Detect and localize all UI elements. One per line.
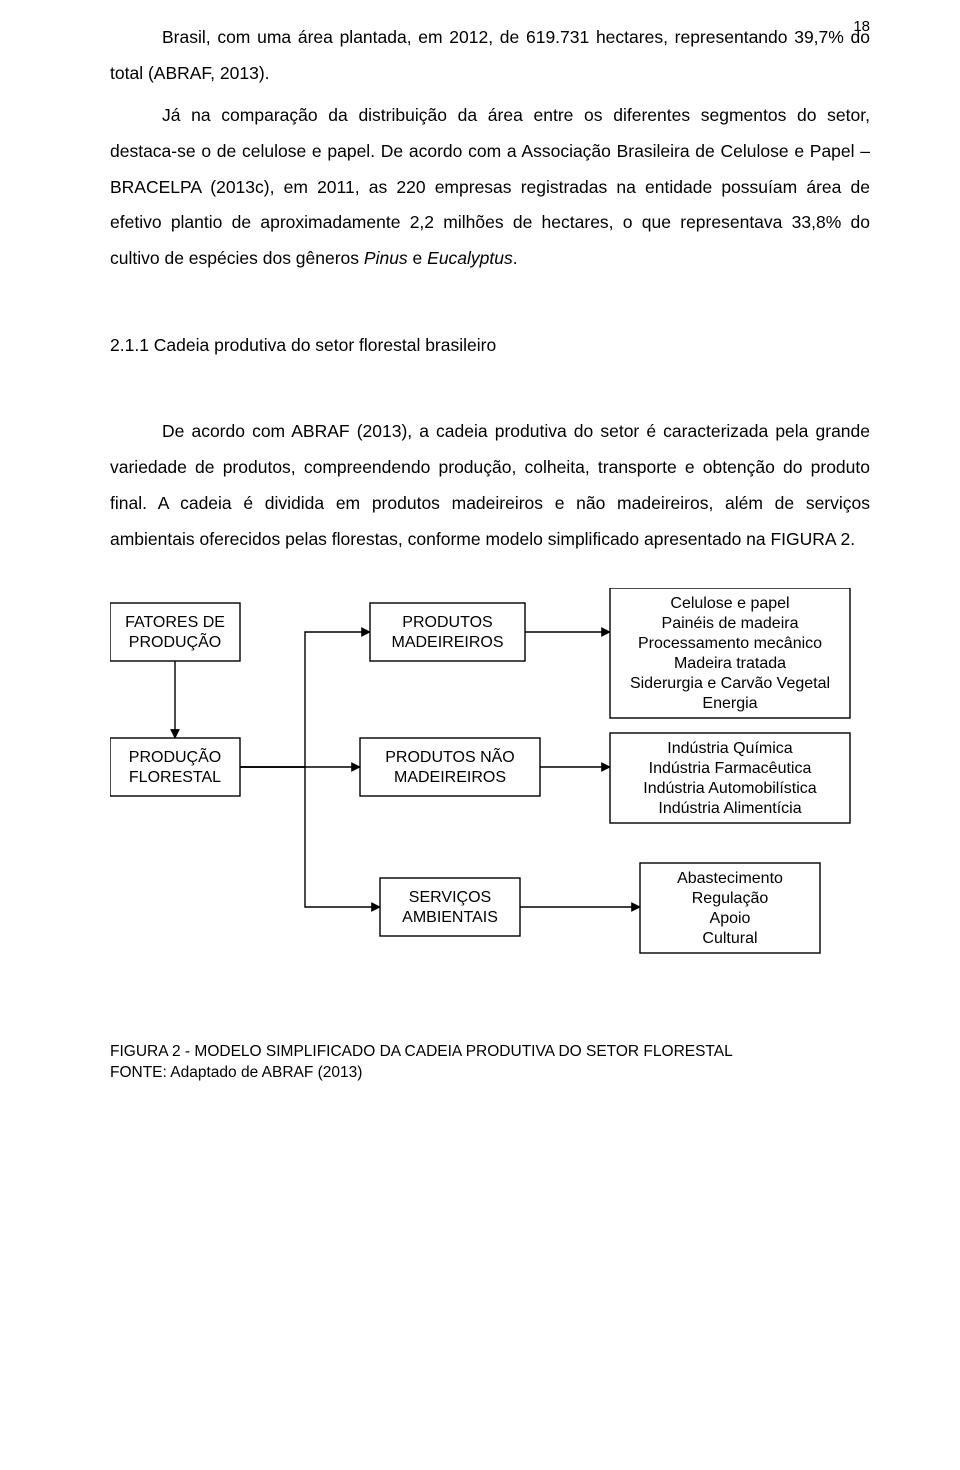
flow-node-madeireiros [370, 603, 525, 661]
flow-node-servicos [380, 878, 520, 936]
flow-node-out3-label: Cultural [702, 930, 757, 947]
paragraph-2-end: . [513, 248, 518, 268]
flow-node-out1-label: Madeira tratada [674, 655, 786, 672]
flow-node-out2-label: Indústria Alimentícia [658, 800, 801, 817]
paragraph-3: De acordo com ABRAF (2013), a cadeia pro… [110, 414, 870, 558]
flow-node-fatores [110, 603, 240, 661]
page-number: 18 [853, 18, 870, 35]
paragraph-2-mid: e [408, 248, 427, 268]
flow-node-naomadeireiros [360, 738, 540, 796]
flow-node-out1-label: Painéis de madeira [662, 615, 799, 632]
flow-node-fatores-label: PRODUÇÃO [129, 631, 221, 651]
flow-node-florestal-label: PRODUÇÃO [129, 746, 221, 766]
figure-caption: FIGURA 2 - MODELO SIMPLIFICADO DA CADEIA… [110, 1042, 870, 1084]
paragraph-1: Brasil, com uma área plantada, em 2012, … [110, 20, 870, 92]
flow-edge [240, 632, 370, 767]
flow-node-out3-label: Regulação [692, 890, 769, 907]
section-heading: 2.1.1 Cadeia produtiva do setor floresta… [110, 335, 870, 356]
flow-node-out3-label: Apoio [710, 910, 751, 927]
flow-node-out1-label: Energia [702, 695, 757, 712]
flow-node-out2-label: Indústria Farmacêutica [649, 760, 812, 777]
flow-node-out2-label: Indústria Automobilística [643, 780, 817, 797]
flow-node-florestal [110, 738, 240, 796]
figure-caption-line-1: FIGURA 2 - MODELO SIMPLIFICADO DA CADEIA… [110, 1042, 870, 1063]
flow-edge [240, 767, 380, 907]
flow-node-out2-label: Indústria Química [667, 740, 792, 757]
paragraph-2-text-a: Já na comparação da distribuição da área… [110, 105, 870, 269]
flow-node-madeireiros-label: PRODUTOS [402, 614, 492, 631]
flow-node-out1-label: Siderurgia e Carvão Vegetal [630, 675, 830, 692]
paragraph-2: Já na comparação da distribuição da área… [110, 98, 870, 277]
flow-node-fatores-label: FATORES DE [125, 614, 225, 631]
italic-eucalyptus: Eucalyptus [427, 248, 513, 268]
flow-node-out3-label: Abastecimento [677, 870, 783, 887]
flow-node-naomadeireiros-label: PRODUTOS NÃO [385, 746, 515, 766]
flow-node-out1-label: Processamento mecânico [638, 635, 822, 652]
flowchart-diagram: FATORES DEPRODUÇÃOPRODUÇÃOFLORESTALPRODU… [110, 588, 870, 1038]
italic-pinus: Pinus [364, 248, 408, 268]
flow-node-out1-label: Celulose e papel [670, 595, 789, 612]
flow-node-naomadeireiros-label: MADEIREIROS [394, 769, 506, 786]
flow-node-servicos-label: SERVIÇOS [409, 889, 491, 906]
flow-node-florestal-label: FLORESTAL [129, 769, 221, 786]
flow-node-madeireiros-label: MADEIREIROS [391, 634, 503, 651]
figure-caption-line-2: FONTE: Adaptado de ABRAF (2013) [110, 1063, 870, 1084]
flow-node-servicos-label: AMBIENTAIS [402, 909, 498, 926]
